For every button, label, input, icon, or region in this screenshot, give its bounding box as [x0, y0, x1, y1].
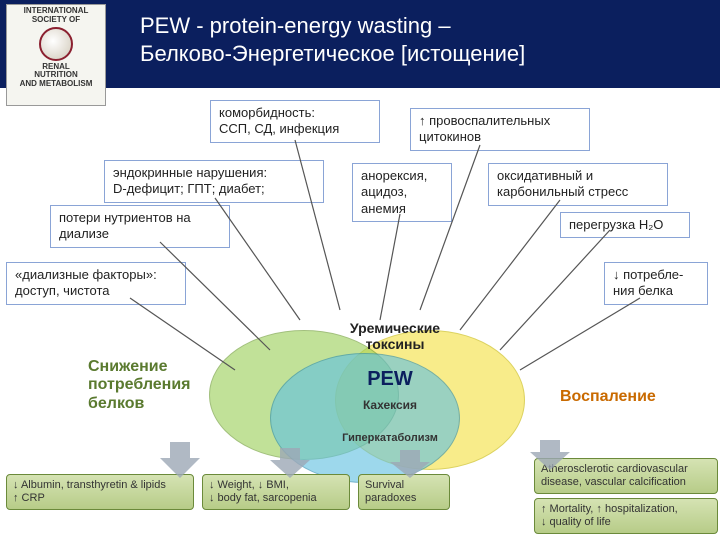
outcome-box-weight: ↓ Weight, ↓ BMI,↓ body fat, sarcopenia	[202, 474, 350, 510]
factor-box-cytokines: ↑ провоспалительныхцитокинов	[410, 108, 590, 151]
factor-box-nutrient-loss: потери нутриентов надиализе	[50, 205, 230, 248]
outcome-box-survival: Survivalparadoxes	[358, 474, 450, 510]
logo-text-2: SOCIETY OF	[32, 16, 80, 25]
outcome-box-mortality: ↑ Mortality, ↑ hospitalization,↓ quality…	[534, 498, 718, 534]
outcome-box-ascvd: Atherosclerotic cardiovasculardisease, v…	[534, 458, 718, 494]
logo-text-5: AND METABOLISM	[20, 80, 93, 89]
venn-top-label: Уремическиетоксины	[320, 320, 470, 352]
factor-box-comorbidity: коморбидность:ССП, СД, инфекция	[210, 100, 380, 143]
outcome-box-albumin: ↓ Albumin, transthyretin & lipids↑ CRP	[6, 474, 194, 510]
factor-box-dialysis: «диализные факторы»:доступ, чистота	[6, 262, 186, 305]
venn-center-sub: Кахексия	[345, 398, 435, 412]
venn-center-main: PEW	[350, 368, 430, 391]
venn-bottom-label: Гиперкатаболизм	[320, 432, 460, 444]
title-line-1: PEW - protein-energy wasting –	[140, 13, 451, 38]
factor-box-oxidative: оксидативный икарбонильный стресс	[488, 163, 668, 206]
factor-box-h2o: перегрузка H₂O	[560, 212, 690, 238]
venn-left-label: Снижениепотреблениябелков	[88, 358, 191, 413]
kidney-globe-icon	[39, 27, 73, 61]
venn-right-label: Воспаление	[560, 388, 656, 406]
factor-box-anorexia: анорексия,ацидоз,анемия	[352, 163, 452, 222]
page-title: PEW - protein-energy wasting – Белково-Э…	[140, 12, 525, 67]
factor-box-protein-down: ↓ потребле-ния белка	[604, 262, 708, 305]
factor-box-endocrine: эндокринные нарушения:D-дефицит; ГПТ; ди…	[104, 160, 324, 203]
society-logo: INTERNATIONAL SOCIETY OF RENAL NUTRITION…	[6, 4, 106, 106]
title-line-2: Белково-Энергетическое [истощение]	[140, 41, 525, 66]
